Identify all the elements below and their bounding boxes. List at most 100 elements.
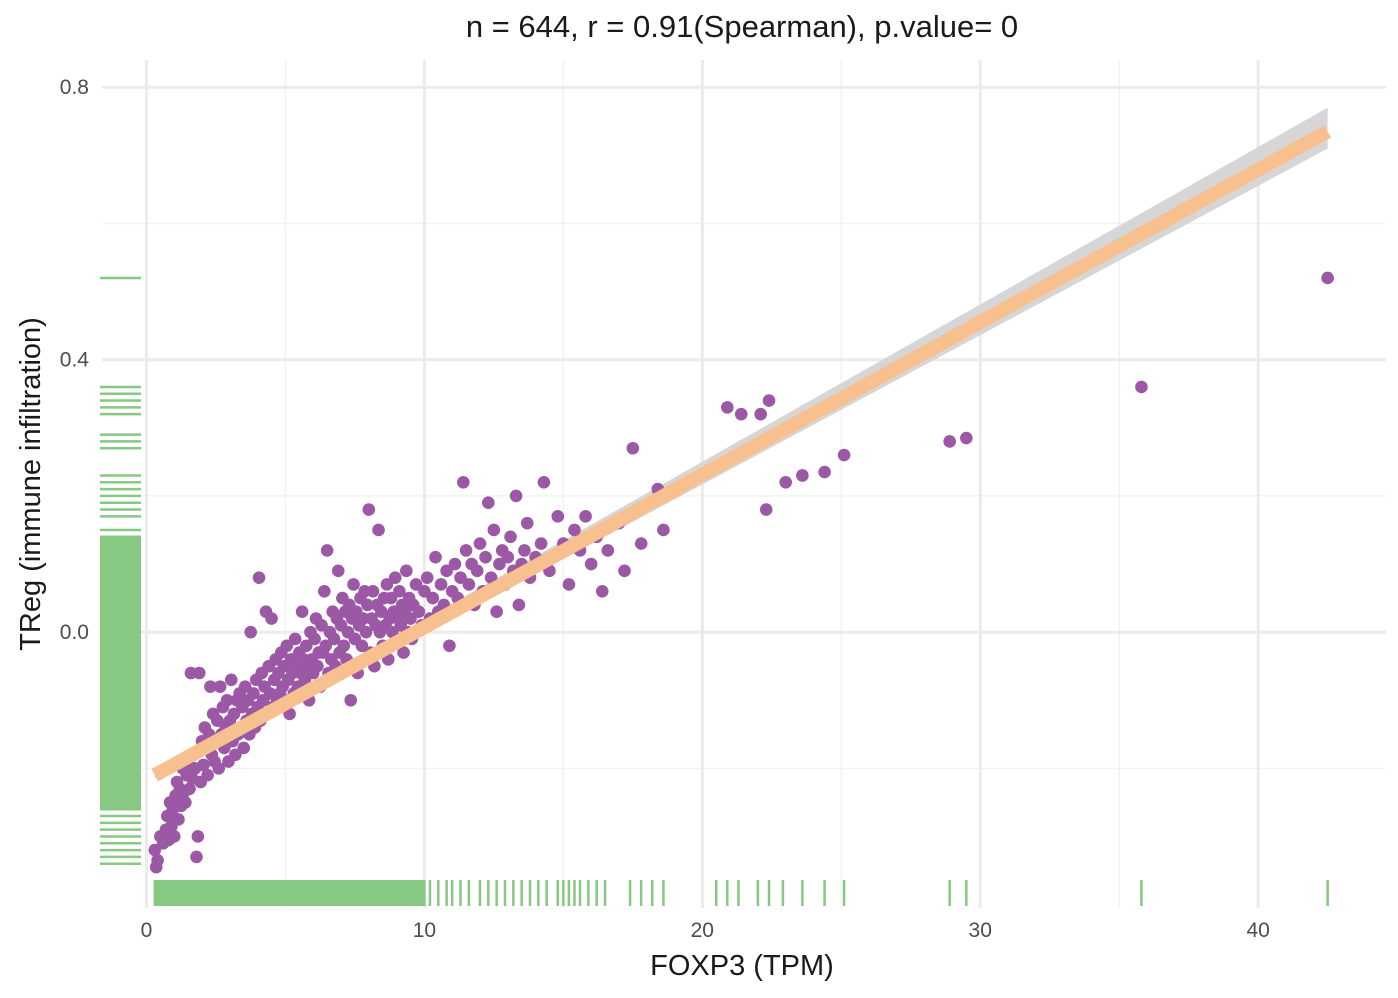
data-point — [295, 605, 309, 619]
data-point — [584, 557, 598, 571]
data-point — [366, 584, 380, 598]
data-point — [412, 605, 426, 619]
data-point — [837, 448, 851, 462]
data-point — [562, 578, 576, 591]
data-point — [482, 496, 495, 510]
x-axis-title: FOXP3 (TPM) — [650, 950, 834, 982]
data-point — [618, 564, 631, 578]
grid — [102, 60, 1386, 908]
data-point — [167, 830, 181, 843]
data-point — [299, 639, 313, 653]
data-point — [512, 598, 526, 612]
data-point — [311, 659, 324, 673]
data-point — [204, 680, 217, 693]
data-point — [601, 544, 615, 557]
data-point — [201, 768, 214, 782]
data-point — [213, 680, 227, 693]
data-point — [595, 584, 609, 598]
data-point — [960, 431, 973, 445]
y-tick-label: 0.8 — [60, 76, 89, 99]
data-point — [568, 523, 581, 537]
data-point — [487, 523, 501, 537]
x-tick-label: 30 — [969, 919, 992, 942]
data-point — [1135, 380, 1148, 394]
data-point — [762, 394, 776, 407]
y-rug-dense — [100, 536, 141, 810]
data-point — [280, 639, 294, 653]
data-point — [247, 687, 260, 700]
data-point — [479, 550, 492, 564]
x-rug-dense — [154, 880, 425, 906]
data-point — [320, 544, 334, 557]
data-point — [384, 591, 398, 605]
data-point — [1321, 271, 1334, 285]
data-point — [448, 557, 462, 571]
data-point — [779, 475, 792, 489]
chart-title: n = 644, r = 0.91(Spearman), p.value= 0 — [466, 9, 1018, 44]
data-point — [454, 571, 467, 584]
y-axis-title: TReg (immune infiltration) — [15, 317, 47, 651]
data-point — [459, 544, 473, 557]
data-point — [362, 503, 376, 516]
data-point — [318, 584, 331, 598]
data-point — [943, 435, 956, 448]
data-point — [344, 693, 358, 707]
data-point — [393, 584, 406, 598]
data-point — [191, 830, 205, 843]
data-point — [420, 571, 434, 584]
data-point — [429, 550, 442, 564]
x-tick-label: 0 — [141, 919, 153, 942]
data-point — [380, 578, 394, 591]
y-tick-label: 0.4 — [60, 349, 90, 372]
regression-line — [151, 125, 1332, 782]
data-point — [192, 666, 206, 680]
data-point — [244, 625, 257, 639]
data-point — [473, 537, 487, 550]
data-point — [634, 537, 648, 550]
x-tick-label: 10 — [413, 919, 436, 942]
data-point — [759, 503, 773, 516]
data-point — [509, 489, 523, 503]
data-point — [501, 550, 515, 564]
data-point — [520, 516, 534, 530]
rug-layer — [100, 276, 1329, 906]
data-point — [238, 680, 252, 693]
data-point — [220, 693, 234, 707]
data-point — [372, 523, 385, 537]
data-point — [183, 782, 196, 796]
data-point — [331, 564, 345, 578]
data-point — [754, 407, 767, 421]
data-point — [434, 578, 448, 591]
data-point — [319, 639, 333, 653]
data-point — [347, 578, 360, 591]
data-point — [734, 407, 748, 421]
data-point — [361, 598, 374, 612]
data-point — [388, 571, 402, 584]
data-point — [229, 748, 242, 762]
data-point — [504, 530, 517, 544]
data-point — [534, 537, 548, 550]
data-point — [404, 612, 417, 625]
data-point — [551, 510, 565, 523]
data-point — [462, 578, 476, 591]
data-point — [493, 557, 506, 571]
points-layer — [148, 271, 1334, 874]
data-point — [426, 591, 440, 605]
data-point — [355, 639, 369, 653]
x-tick-label: 40 — [1246, 919, 1269, 942]
data-point — [359, 625, 373, 639]
data-point — [409, 578, 423, 591]
data-point — [443, 639, 456, 653]
data-point — [397, 646, 410, 659]
data-point — [252, 571, 266, 584]
data-point — [484, 571, 498, 584]
data-point — [327, 632, 341, 646]
data-point — [179, 796, 192, 809]
data-point — [337, 639, 351, 653]
data-point — [288, 632, 302, 646]
data-point — [197, 758, 210, 772]
data-point — [796, 469, 809, 482]
data-point — [308, 632, 321, 646]
